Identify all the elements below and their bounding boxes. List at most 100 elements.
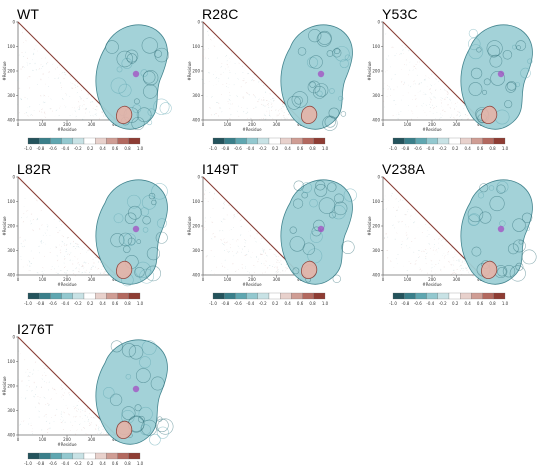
protein-coil-ring	[103, 387, 115, 399]
panel-title: WT	[17, 6, 40, 22]
colorbar-segment	[246, 292, 258, 300]
protein-coil-ring	[468, 44, 484, 60]
map-texture-mark	[69, 259, 71, 261]
colorbar-segment	[212, 137, 225, 145]
highlight-region	[301, 260, 318, 279]
y-tick-label: 300	[372, 248, 380, 253]
protein-coil-ring	[121, 343, 137, 358]
map-texture-mark	[102, 111, 103, 113]
map-texture-mark	[17, 103, 19, 105]
map-texture-mark	[446, 96, 449, 99]
map-texture-mark	[431, 73, 433, 75]
protein-coil-ring	[307, 80, 321, 94]
map-texture-mark	[448, 88, 450, 90]
map-texture-mark	[38, 245, 40, 248]
protein-coil-ring	[318, 197, 336, 214]
map-texture-mark	[43, 94, 46, 97]
protein-coil-ring	[128, 205, 142, 220]
map-texture-mark	[454, 103, 456, 105]
map-texture-mark	[26, 216, 28, 218]
map-texture-mark	[411, 118, 412, 120]
map-texture-mark	[449, 107, 451, 109]
colorbar-segment	[482, 292, 494, 300]
colorbar-tick-label: -0.4	[426, 301, 434, 306]
protein-coil-ring	[309, 55, 323, 69]
colorbar-segment	[291, 292, 303, 300]
map-texture-mark	[28, 261, 30, 263]
colorbar-segment	[61, 292, 73, 300]
map-texture-mark	[284, 119, 287, 121]
map-texture-mark	[68, 392, 70, 394]
y-tick-label: 0	[197, 174, 200, 179]
map-texture-mark	[430, 92, 432, 94]
map-texture-mark	[66, 385, 68, 388]
colorbar-segment	[448, 137, 461, 145]
map-texture-mark	[430, 84, 432, 87]
map-texture-mark	[92, 258, 94, 260]
map-texture-mark	[62, 98, 64, 100]
map-texture-mark	[82, 88, 85, 90]
map-texture-mark	[258, 100, 260, 102]
map-texture-mark	[419, 268, 421, 271]
map-texture-mark	[28, 380, 30, 381]
y-axis-label: #Residue	[367, 216, 372, 236]
highlight-region	[301, 105, 318, 124]
map-texture-mark	[63, 266, 66, 269]
colorbar-segment	[448, 292, 461, 300]
map-texture-mark	[264, 252, 266, 254]
protein-coil-ring	[292, 267, 300, 275]
colorbar-tick-label: -0.6	[49, 146, 57, 151]
colorbar: -1.0 -0.8 -0.6 -0.4 -0.2 0.2 0.4 0.6 0.8 1.0	[209, 292, 329, 306]
map-texture-mark	[263, 113, 265, 115]
colorbar-segment	[61, 452, 73, 460]
colorbar-tick-label: -0.6	[234, 301, 242, 306]
y-tick-label: 200	[7, 223, 15, 228]
map-texture-mark	[75, 115, 77, 118]
map-texture-mark	[264, 249, 266, 251]
map-texture-mark	[245, 82, 247, 84]
map-texture-mark	[266, 267, 269, 269]
map-texture-mark	[444, 255, 446, 257]
x-tick-label: 100	[404, 277, 412, 282]
map-texture-mark	[248, 93, 250, 96]
protein-coil-ring	[521, 212, 533, 224]
colorbar-segment	[313, 292, 326, 300]
protein-coil-ring	[506, 81, 517, 91]
panel-graphic: 00100100200200300300400400#Residue#Resid…	[2, 334, 174, 466]
map-texture-mark	[411, 240, 413, 242]
map-texture-mark	[68, 413, 70, 416]
map-texture-mark	[425, 218, 427, 221]
highlight-region	[116, 420, 133, 439]
protein-coil-ring	[132, 104, 142, 114]
protein-coil-ring	[110, 340, 123, 353]
map-texture-mark	[35, 361, 37, 363]
map-texture-mark	[68, 394, 70, 396]
map-texture-mark	[409, 85, 412, 88]
colorbar-tick-label: -1.0	[389, 301, 397, 306]
map-texture-mark	[97, 268, 100, 270]
map-texture-mark	[451, 247, 453, 249]
map-texture-mark	[64, 244, 65, 246]
colorbar-tick-label: -0.2	[74, 146, 82, 151]
map-texture-mark	[465, 267, 467, 269]
map-texture-mark	[41, 271, 43, 272]
protein-coil-ring	[326, 182, 337, 192]
colorbar-tick-label: -0.6	[49, 461, 57, 466]
protein-body-shape	[95, 179, 168, 285]
map-texture-mark	[23, 213, 25, 215]
protein-coil-ring	[341, 240, 355, 254]
map-texture-mark	[76, 245, 78, 247]
map-texture-mark	[413, 80, 415, 82]
map-texture-mark	[226, 82, 228, 84]
map-texture-mark	[32, 373, 34, 375]
map-texture-mark	[237, 212, 238, 214]
y-tick-label: 300	[7, 93, 15, 98]
colorbar-segment	[106, 137, 118, 145]
map-texture-mark	[100, 432, 102, 435]
y-tick-label: 100	[372, 44, 380, 49]
map-texture-mark	[89, 111, 91, 113]
map-texture-mark	[45, 366, 47, 368]
colorbar-tick-label: 0.4	[284, 301, 291, 306]
map-texture-mark	[99, 420, 100, 422]
map-texture-mark	[220, 220, 223, 223]
